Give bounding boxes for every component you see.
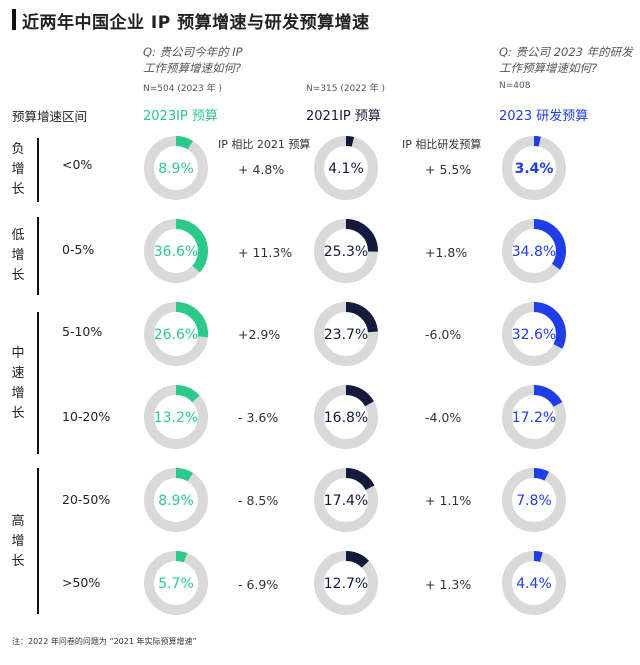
donut-value-label: 7.8% bbox=[516, 493, 552, 509]
donut-value-label: 36.6% bbox=[154, 244, 198, 260]
question-rd-line1: Q: 贵公司 2023 年的研发 bbox=[499, 45, 633, 59]
delta-ip-vs-rd: + 1.3% bbox=[425, 577, 472, 592]
question-ip-line1: Q: 贵公司今年的 IP bbox=[143, 45, 243, 59]
sample-size-2023-ip: N=504 (2023 年 ) bbox=[143, 84, 222, 94]
donut-value-label: 17.4% bbox=[324, 493, 368, 509]
donut-value-arc bbox=[314, 551, 378, 615]
group-bar-low bbox=[37, 217, 39, 295]
donut-value-arc bbox=[144, 468, 208, 532]
donut-value-arc bbox=[144, 551, 208, 615]
donut-value-label: 5.7% bbox=[158, 576, 194, 592]
delta-ip-vs-2021: - 3.6% bbox=[238, 410, 279, 425]
footnote: 注：2022 年问卷的问题为 “2021 年实际预算增速” bbox=[12, 637, 197, 646]
delta-ip-vs-rd: +1.8% bbox=[425, 245, 468, 260]
group-label-high: 高增长 bbox=[11, 514, 25, 569]
group-bar-negative bbox=[37, 138, 39, 202]
delta-ip-vs-2021: - 8.5% bbox=[238, 493, 279, 508]
delta-ip-vs-2021: + 4.8% bbox=[238, 162, 285, 177]
donut-value-label: 26.6% bbox=[154, 327, 198, 343]
group-bar-high bbox=[37, 468, 39, 614]
question-rd-line2: 工作预算增速如何? bbox=[499, 61, 598, 75]
range-label: <0% bbox=[62, 157, 93, 172]
col-header-2021-ip: 2021IP 预算 bbox=[306, 109, 381, 124]
donut-value-arc bbox=[314, 219, 378, 283]
donut-value-arc bbox=[144, 136, 208, 200]
donut-value-label: 8.9% bbox=[158, 493, 194, 509]
donut-value-label: 4.1% bbox=[328, 161, 364, 177]
donut-value-label: 17.2% bbox=[512, 410, 556, 426]
donut-value-arc bbox=[502, 302, 566, 366]
compare-header-ip-vs-2021: IP 相比 2021 预算 bbox=[218, 138, 311, 151]
delta-ip-vs-2021: +2.9% bbox=[238, 327, 281, 342]
donut-value-arc bbox=[314, 136, 378, 200]
range-label: 10-20% bbox=[62, 409, 111, 424]
group-label-negative: 负增长 bbox=[11, 142, 25, 197]
donut-value-label: 23.7% bbox=[324, 327, 368, 343]
donut-value-label: 25.3% bbox=[324, 244, 368, 260]
donut-value-arc bbox=[314, 385, 378, 449]
sample-size-2023-rd: N=408 bbox=[499, 81, 531, 91]
delta-ip-vs-rd: + 1.1% bbox=[425, 493, 472, 508]
range-label: >50% bbox=[62, 575, 101, 590]
group-bar-medium bbox=[37, 312, 39, 454]
sample-size-2022-ip: N=315 (2022 年 ) bbox=[306, 84, 385, 94]
donut-value-arc bbox=[502, 219, 566, 283]
donut-value-label: 13.2% bbox=[154, 410, 198, 426]
donut-value-label: 8.9% bbox=[158, 161, 194, 177]
donut-value-arc bbox=[502, 551, 566, 615]
delta-ip-vs-rd: -4.0% bbox=[425, 410, 462, 425]
range-label: 20-50% bbox=[62, 492, 111, 507]
group-label-low: 低增长 bbox=[11, 228, 25, 283]
donut-value-label: 34.8% bbox=[512, 244, 556, 260]
donut-value-arc bbox=[502, 385, 566, 449]
question-ip: Q: 贵公司今年的 IP 工作预算增速如何? bbox=[143, 44, 243, 76]
question-ip-line2: 工作预算增速如何? bbox=[143, 61, 242, 75]
donut-value-label: 16.8% bbox=[324, 410, 368, 426]
col-header-2023-rd: 2023 研发预算 bbox=[499, 109, 589, 124]
col-header-2023-ip: 2023IP 预算 bbox=[143, 109, 218, 124]
donut-value-arc bbox=[144, 219, 208, 283]
donut-value-label: 4.4% bbox=[516, 576, 552, 592]
group-label-medium: 中速增长 bbox=[11, 346, 25, 421]
donut-value-label: 3.4% bbox=[515, 161, 554, 177]
delta-ip-vs-rd: -6.0% bbox=[425, 327, 462, 342]
donut-value-arc bbox=[314, 302, 378, 366]
range-column-header: 预算增速区间 bbox=[12, 109, 88, 124]
title-accent-bar bbox=[12, 9, 16, 30]
delta-ip-vs-2021: + 11.3% bbox=[238, 245, 293, 260]
range-label: 5-10% bbox=[62, 324, 103, 339]
donut-value-label: 12.7% bbox=[324, 576, 368, 592]
donut-value-arc bbox=[144, 302, 208, 366]
donut-value-label: 32.6% bbox=[512, 327, 556, 343]
donut-value-arc bbox=[144, 385, 208, 449]
donut-value-arc bbox=[314, 468, 378, 532]
donut-value-arc bbox=[502, 468, 566, 532]
delta-ip-vs-2021: - 6.9% bbox=[238, 577, 279, 592]
question-rd: Q: 贵公司 2023 年的研发 工作预算增速如何? bbox=[499, 44, 633, 76]
compare-header-ip-vs-rd: IP 相比研发预算 bbox=[402, 138, 482, 151]
range-label: 0-5% bbox=[62, 242, 95, 257]
chart-title: 近两年中国企业 IP 预算增速与研发预算增速 bbox=[22, 13, 370, 33]
delta-ip-vs-rd: + 5.5% bbox=[425, 162, 472, 177]
donut-value-arc bbox=[502, 136, 566, 200]
